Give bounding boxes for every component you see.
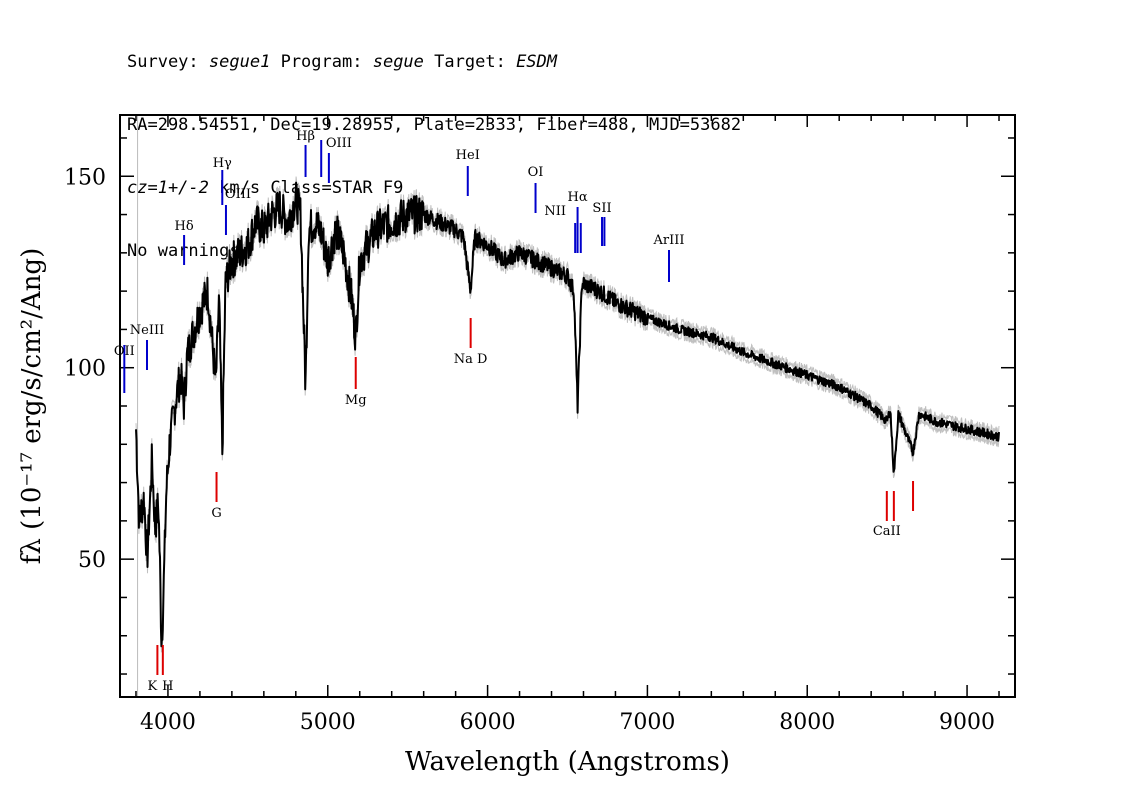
emission-line-label: OIII xyxy=(225,187,251,202)
emission-line-label: SII xyxy=(592,201,611,216)
x-tick-label: 6000 xyxy=(460,710,516,735)
emission-line-label: NeIII xyxy=(130,323,164,338)
emission-line-label: Hβ xyxy=(296,129,315,144)
x-tick-label: 5000 xyxy=(300,710,356,735)
error-lower-curve xyxy=(135,188,1000,653)
x-tick-label: 7000 xyxy=(619,710,675,735)
survey-label: Survey: xyxy=(127,52,199,72)
emission-line-label: HeI xyxy=(456,148,480,163)
x-tick-label: 8000 xyxy=(779,710,835,735)
absorption-line-label: K xyxy=(148,679,158,694)
y-tick-label: 100 xyxy=(64,357,106,382)
cz-value: cz=1+/-2 xyxy=(127,178,209,198)
absorption-line-label: Mg xyxy=(345,393,367,408)
survey-value: segue1 xyxy=(208,52,271,72)
absorption-line-label: Na D xyxy=(454,352,488,367)
target-label: Target: xyxy=(434,52,506,72)
header-survey-row: Survey: segue1 Program: segue Target: ES… xyxy=(127,52,741,73)
y-tick-label: 50 xyxy=(78,548,106,573)
absorption-line-label: G xyxy=(211,506,221,521)
header-coords-row: RA=298.54551, Dec=19.28955, Plate=2333, … xyxy=(127,115,742,135)
x-tick-label: 9000 xyxy=(939,710,995,735)
emission-line-label: Hγ xyxy=(213,156,232,171)
program-value: segue xyxy=(372,52,424,72)
x-axis-title: Wavelength (Angstroms) xyxy=(405,747,730,777)
program-label: Program: xyxy=(280,52,363,72)
spectrum-line xyxy=(135,181,1000,648)
x-tick-label: 4000 xyxy=(140,710,196,735)
plot-frame xyxy=(119,114,1016,698)
emission-line-label: Hα xyxy=(568,190,588,205)
emission-line-label: Hδ xyxy=(175,219,194,234)
y-axis-title: fλ (10⁻¹⁷ erg/s/cm²/Ang) xyxy=(17,248,47,564)
emission-line-label: OII xyxy=(114,344,135,359)
emission-line-label: ArIII xyxy=(652,233,684,248)
target-value: ESDM xyxy=(516,52,558,72)
absorption-line-label: CaII xyxy=(873,524,901,539)
emission-line-label: OIII xyxy=(326,136,352,151)
absorption-line-label: H xyxy=(162,679,173,694)
y-tick-label: 150 xyxy=(64,165,106,190)
emission-line-label: OI xyxy=(528,165,544,180)
emission-line-label: NII xyxy=(544,204,566,219)
error-upper-curve xyxy=(135,176,1000,641)
plot-area xyxy=(120,115,1015,697)
